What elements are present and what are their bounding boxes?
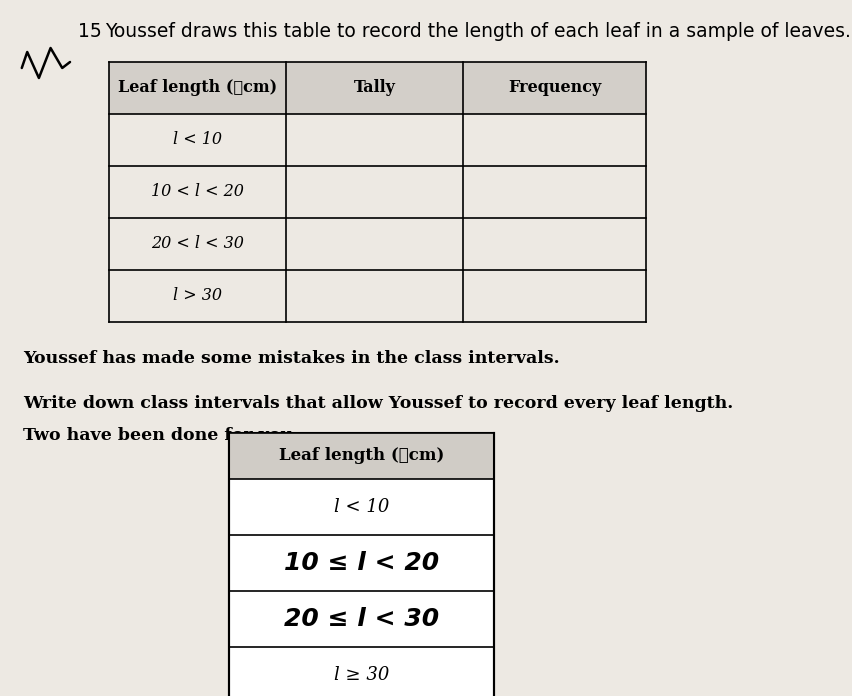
Text: l < 10: l < 10 bbox=[173, 132, 222, 148]
Text: Tally: Tally bbox=[354, 79, 395, 97]
Text: 10 < l < 20: 10 < l < 20 bbox=[151, 184, 244, 200]
Text: Write down class intervals that allow Youssef to record every leaf length.: Write down class intervals that allow Yo… bbox=[23, 395, 733, 412]
Text: Youssef has made some mistakes in the class intervals.: Youssef has made some mistakes in the cl… bbox=[23, 350, 559, 367]
Text: l > 30: l > 30 bbox=[173, 287, 222, 305]
Text: Leaf length (ℓcm): Leaf length (ℓcm) bbox=[279, 448, 444, 464]
Text: 20 < l < 30: 20 < l < 30 bbox=[151, 235, 244, 253]
Bar bbox=[229, 433, 493, 479]
Text: 10 ≤ l < 20: 10 ≤ l < 20 bbox=[284, 551, 439, 575]
Text: Two have been done for you.: Two have been done for you. bbox=[23, 427, 299, 444]
Text: l ≥ 30: l ≥ 30 bbox=[334, 666, 389, 684]
Text: Frequency: Frequency bbox=[507, 79, 601, 97]
Text: l < 10: l < 10 bbox=[334, 498, 389, 516]
Text: Youssef draws this table to record the length of each leaf in a sample of leaves: Youssef draws this table to record the l… bbox=[105, 22, 850, 41]
Text: Leaf length (ℓcm): Leaf length (ℓcm) bbox=[118, 79, 277, 97]
Bar bbox=[229, 433, 493, 696]
Text: 15: 15 bbox=[78, 22, 101, 41]
Bar bbox=[109, 62, 645, 114]
Text: 20 ≤ l < 30: 20 ≤ l < 30 bbox=[284, 607, 439, 631]
